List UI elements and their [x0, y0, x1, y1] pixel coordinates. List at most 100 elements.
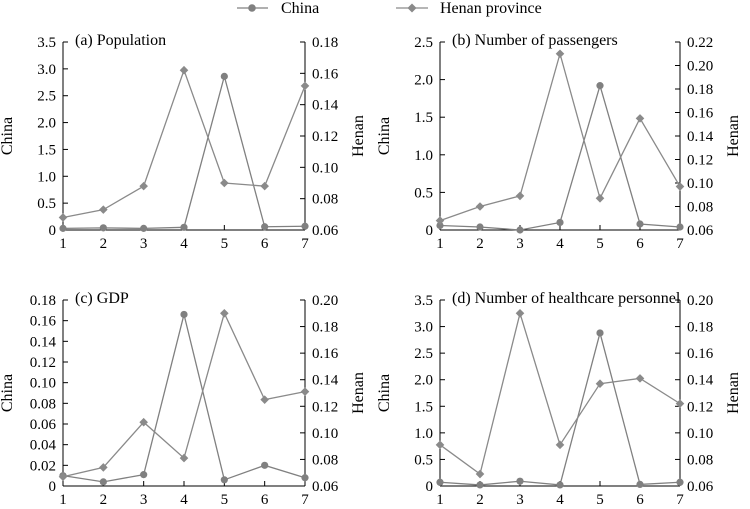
legend-china-label: China [281, 0, 319, 17]
left-tick-label: 1.0 [414, 148, 433, 164]
series-line [62, 311, 306, 478]
left-tick-label: 2.5 [414, 346, 433, 362]
series-henan-province [435, 308, 685, 479]
series-line [62, 68, 306, 219]
legend-china-marker [248, 4, 256, 12]
right-tick-label: 0.06 [312, 479, 339, 495]
data-point [59, 224, 67, 232]
right-tick-label: 0.12 [312, 399, 338, 415]
x-tick-label: 2 [476, 236, 484, 252]
right-axis-title: Henan [350, 115, 367, 157]
left-tick-label: 0.5 [37, 196, 56, 212]
right-tick-label: 0.18 [312, 35, 338, 51]
left-tick-label: 0.04 [30, 438, 57, 454]
panel-title: (b) Number of passengers [452, 32, 618, 49]
series-china [436, 329, 684, 489]
left-tick-label: 0.10 [30, 376, 56, 392]
legend: China Henan province [237, 0, 542, 17]
chart-panel-2: 1 2 3 4 5 6 7 0 0.5 1.0 1.5 2.0 2.5 0.06 0.08 0.10 0.12 0… [376, 32, 742, 252]
data-point [140, 224, 148, 232]
right-tick-label: 0.10 [312, 426, 338, 442]
data-point [140, 471, 148, 479]
x-tick-label: 3 [140, 236, 148, 252]
data-point [516, 477, 524, 485]
data-point [179, 65, 189, 75]
data-point [675, 182, 685, 191]
x-tick-label: 7 [301, 492, 309, 508]
right-tick-label: 0.16 [312, 346, 339, 362]
data-point [99, 463, 108, 472]
x-tick-label: 4 [180, 236, 188, 252]
right-tick-label: 0.08 [687, 452, 713, 468]
x-tick-label: 5 [221, 492, 229, 508]
left-tick-label: 2.5 [414, 35, 433, 51]
right-tick-label: 0.14 [312, 373, 339, 389]
x-tick-label: 3 [140, 492, 148, 508]
data-point [436, 478, 444, 486]
data-point [556, 481, 564, 489]
right-tick-label: 0.16 [687, 106, 714, 122]
data-point [596, 329, 604, 337]
data-point [99, 205, 108, 214]
data-point [220, 308, 229, 318]
x-tick-label: 4 [556, 236, 564, 252]
panel-title: (a) Population [75, 32, 166, 49]
right-tick-label: 0.08 [312, 192, 338, 208]
left-axis-title: China [0, 117, 16, 155]
right-tick-label: 0.18 [687, 82, 713, 98]
data-point [180, 310, 188, 319]
data-point [436, 221, 444, 230]
right-tick-label: 0.14 [687, 129, 714, 145]
left-tick-label: 3.0 [414, 320, 433, 336]
left-tick-label: 0 [426, 479, 434, 495]
data-point [301, 474, 309, 482]
chart-panel-3: 1 2 3 4 5 6 7 0 0.02 0.04 0.06 0.08 0.10 0.12 0.14 0.16… [0, 290, 367, 508]
right-tick-label: 0.18 [312, 320, 338, 336]
left-tick-label: 0 [49, 479, 57, 495]
right-axis-title: Henan [725, 115, 742, 157]
data-point [676, 223, 684, 231]
right-tick-label: 0.12 [687, 153, 713, 169]
x-tick-label: 4 [556, 492, 564, 508]
x-tick-label: 7 [301, 236, 309, 252]
left-tick-label: 1.5 [414, 110, 433, 126]
data-point [596, 82, 604, 90]
left-tick-label: 0.14 [30, 334, 57, 350]
right-tick-label: 0.16 [312, 66, 339, 82]
left-tick-label: 1.0 [414, 426, 433, 442]
data-point [595, 379, 605, 388]
right-axis-title: Henan [350, 372, 367, 414]
right-tick-label: 0.06 [312, 223, 339, 239]
right-tick-label: 0.10 [687, 426, 713, 442]
left-tick-label: 0.5 [414, 185, 433, 201]
data-point [301, 222, 309, 230]
data-point [555, 49, 565, 59]
left-tick-label: 1.0 [37, 169, 56, 185]
x-tick-label: 7 [676, 492, 684, 508]
data-point [676, 478, 684, 486]
x-tick-label: 2 [100, 492, 108, 508]
right-tick-label: 0.08 [687, 200, 713, 216]
x-tick-label: 4 [180, 492, 188, 508]
x-tick-label: 5 [596, 236, 604, 252]
left-tick-label: 2.0 [414, 373, 433, 389]
right-axis-title: Henan [725, 372, 742, 414]
panel-title: (d) Number of healthcare personnel [452, 290, 681, 307]
series-line [439, 310, 681, 476]
left-tick-label: 0.12 [30, 355, 56, 371]
data-point [179, 453, 189, 463]
left-tick-label: 3.0 [37, 62, 56, 78]
data-point [435, 440, 445, 450]
left-tick-label: 0 [426, 223, 434, 239]
left-tick-label: 3.5 [37, 35, 56, 51]
left-tick-label: 1.5 [414, 399, 433, 415]
left-axis-title: China [376, 374, 393, 412]
right-tick-label: 0.08 [312, 452, 338, 468]
left-tick-label: 0.16 [30, 314, 57, 330]
left-tick-label: 2.5 [37, 89, 56, 105]
x-tick-label: 6 [261, 492, 269, 508]
series-line [439, 330, 681, 486]
data-point [636, 220, 644, 228]
data-point [300, 387, 310, 396]
